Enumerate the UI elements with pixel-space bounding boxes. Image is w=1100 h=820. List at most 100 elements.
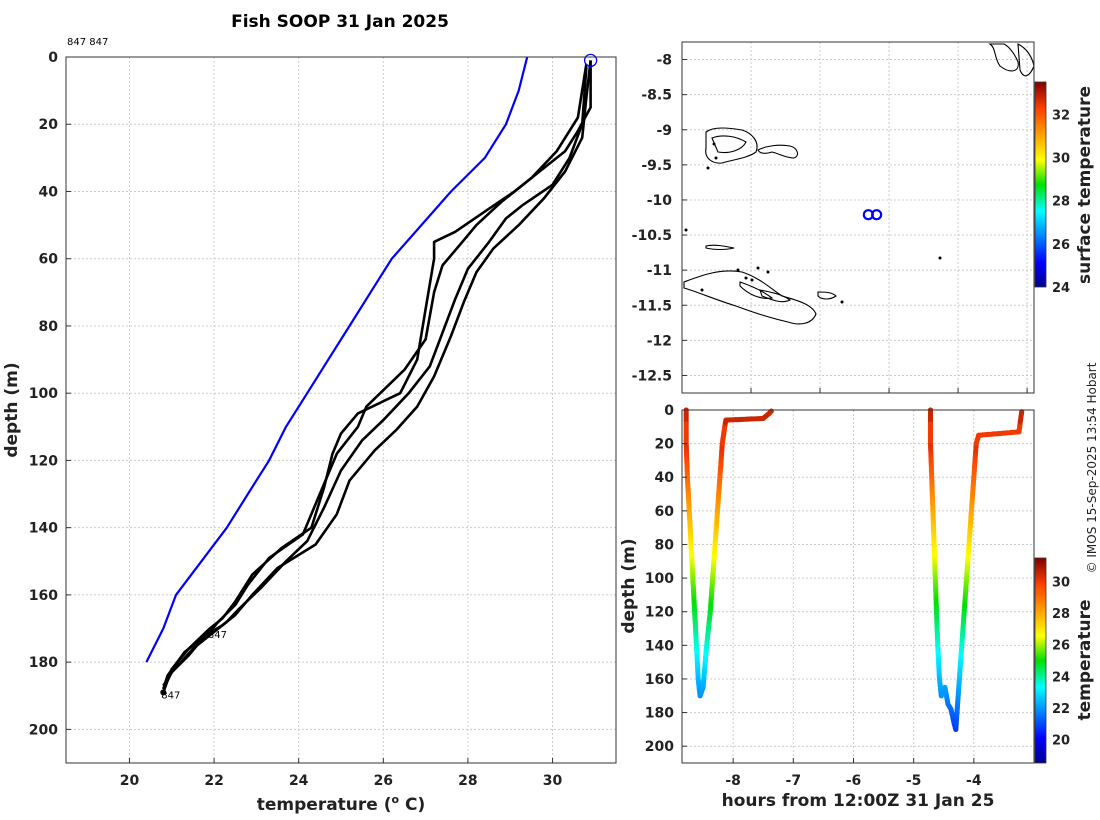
dt-y-tick-label: 120 — [645, 605, 674, 621]
dt-y-tick-label: 60 — [655, 504, 675, 520]
surface-colorbar-ticks: 24 26 28 30 32 — [1052, 108, 1070, 296]
series-profile-4 — [162, 60, 592, 687]
x-tick-label: 26 — [374, 773, 393, 789]
surface-colorbar-tick-label: 30 — [1052, 152, 1070, 167]
depth-time-panel: -8 -7 -6 -5 -4 0 20 40 60 80 100 120 140 160 180 200 ho… — [619, 403, 1095, 811]
y-tick-label: 40 — [39, 184, 59, 200]
coastline-island-6 — [705, 244, 735, 251]
depth-time-grid — [682, 409, 1034, 763]
profile-end-label: 847 — [208, 630, 227, 641]
profile-panel: Fish SOOP 31 Jan 2025 847 847 847 847 20 2… — [2, 12, 617, 815]
ship-positions — [862, 209, 883, 221]
dt-y-tick-label: 40 — [655, 470, 675, 486]
map-y-tick-label: -9.5 — [641, 158, 672, 174]
map-axes-box — [681, 41, 1035, 394]
x-tick-label: 28 — [458, 773, 477, 789]
profile-lines: 847 847 — [145, 53, 598, 701]
x-tick-label: 22 — [204, 773, 223, 789]
coastline-island-5 — [817, 291, 837, 300]
surface-marker — [583, 53, 598, 68]
y-tick-label: 60 — [39, 252, 59, 268]
map-y-tick-label: -11.5 — [632, 298, 672, 314]
profile-end-label: 847 — [161, 690, 180, 701]
y-tick-label: 20 — [39, 117, 59, 133]
dive-1-point — [768, 408, 774, 414]
temperature-colorbar-tick-label: 26 — [1052, 639, 1070, 654]
x-tick-label: 30 — [543, 773, 563, 789]
dt-y-tick-label: 160 — [645, 672, 674, 688]
temperature-colorbar-label: temperature — [1075, 599, 1095, 720]
ship-position — [871, 209, 883, 221]
series-profile-2 — [162, 63, 588, 690]
temperature-colorbar-tick-label: 28 — [1052, 607, 1070, 622]
y-tick-label: 0 — [48, 50, 58, 66]
map-y-tick-label: -9 — [656, 123, 672, 139]
map-y-tick-label: -12 — [647, 333, 672, 349]
depth-time-axes-box — [681, 409, 1035, 764]
depth-time-ticks: -8 -7 -6 -5 -4 0 20 40 60 80 100 120 140 160 180 200 — [645, 403, 982, 789]
profile-y-label: depth (m) — [2, 362, 22, 457]
map-grid — [682, 42, 1034, 393]
coastline-island-2 — [757, 144, 799, 159]
map-coastlines — [683, 43, 1035, 325]
y-tick-label: 120 — [29, 453, 58, 469]
depth-time-x-label: hours from 12:00Z 31 Jan 25 — [722, 791, 995, 811]
dt-y-tick-label: 200 — [645, 739, 674, 755]
coastline-island-3 — [683, 270, 817, 325]
y-tick-label: 160 — [29, 588, 58, 604]
credit-text: © IMOS 15-Sep-2025 13:54 Hobart — [1085, 362, 1099, 573]
dt-y-tick-label: 0 — [664, 403, 674, 419]
surface-temperature-colorbar — [1034, 81, 1047, 288]
dt-y-tick-label: 20 — [655, 437, 675, 453]
map-y-tick-label: -8 — [656, 53, 672, 69]
dt-x-tick-label: -7 — [786, 773, 802, 789]
coastline-island-1 — [705, 127, 758, 164]
temperature-colorbar-tick-label: 24 — [1052, 670, 1070, 685]
series-profile-3 — [162, 67, 588, 690]
dt-x-tick-label: -6 — [846, 773, 862, 789]
map-panel: -8-8.5-9-9.5-10-10.5-11-11.5-12-12.5 242… — [632, 41, 1095, 394]
map-y-tick-label: -11 — [647, 263, 672, 279]
map-y-tick-label: -10.5 — [632, 228, 672, 244]
dt-x-tick-label: -5 — [906, 773, 922, 789]
surface-colorbar-label: surface temperature — [1075, 86, 1095, 284]
depth-time-y-label: depth (m) — [619, 538, 639, 633]
temperature-colorbar-tick-label: 30 — [1052, 576, 1070, 591]
map-y-tick-label: -8.5 — [641, 88, 672, 104]
y-tick-label: 140 — [29, 521, 58, 537]
profile-end-marker — [160, 689, 167, 696]
y-tick-label: 80 — [39, 319, 59, 335]
profile-end-marker — [206, 628, 213, 635]
y-tick-label: 100 — [29, 386, 58, 402]
map-islets — [684, 142, 942, 304]
x-tick-label: 20 — [120, 773, 140, 789]
top-annotation: 847 847 — [67, 37, 108, 48]
profile-ticks: 20 22 24 26 28 30 0 20 40 60 80 100 120 140 160 180 200 — [29, 50, 563, 789]
surface-colorbar-tick-label: 28 — [1052, 195, 1070, 210]
map-y-tick-label: -12.5 — [632, 368, 672, 384]
dt-y-tick-label: 80 — [655, 537, 675, 553]
surface-colorbar-tick-label: 24 — [1052, 281, 1070, 296]
map-ticks: -8 -8.5 -9 -9.5 -10 -10.5 -11 -11.5 -12 -12.5 — [632, 53, 1028, 393]
dt-x-tick-label: -4 — [966, 773, 982, 789]
dt-y-tick-label: 100 — [645, 571, 674, 587]
coastline-island-4 — [759, 289, 792, 303]
temperature-colorbar-tick-label: 20 — [1052, 733, 1070, 748]
dt-y-tick-label: 180 — [645, 706, 674, 722]
dt-x-tick-label: -8 — [725, 773, 741, 789]
y-tick-label: 180 — [29, 655, 58, 671]
series-climatology — [145, 56, 529, 663]
temperature-colorbar-ticks: 20 22 24 26 28 30 — [1052, 576, 1070, 749]
temperature-colorbar — [1034, 557, 1047, 764]
surface-colorbar-tick-label: 32 — [1052, 108, 1070, 123]
surface-colorbar-tick-label: 26 — [1052, 238, 1070, 253]
x-tick-label: 24 — [289, 773, 309, 789]
chart-title: Fish SOOP 31 Jan 2025 — [231, 12, 449, 32]
depth-time-dots — [683, 407, 1025, 733]
map-y-tick-label: -10 — [647, 193, 673, 209]
profile-x-label: temperature (o C) — [257, 793, 426, 815]
dt-y-tick-label: 140 — [645, 638, 674, 654]
series-profile-1 — [162, 60, 592, 693]
profile-axes-box — [65, 56, 617, 764]
